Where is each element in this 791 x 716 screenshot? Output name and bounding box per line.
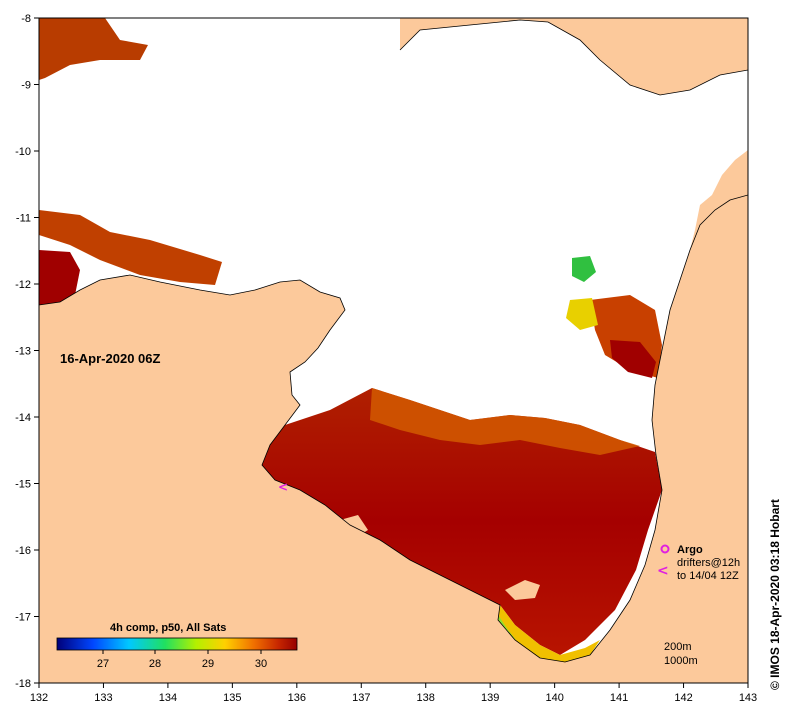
coastline: [39, 194, 748, 663]
colorbar-tick-label: 30: [255, 658, 267, 670]
sst-nw-top: [39, 18, 148, 80]
sst-east-hot: [610, 340, 656, 378]
lat-tick-label: -15: [15, 479, 31, 491]
lon-tick-label: 138: [417, 692, 435, 704]
lon-tick-label: 142: [674, 692, 692, 704]
lon-tick-label: 134: [159, 692, 177, 704]
lat-tick-label: -16: [15, 545, 31, 557]
lon-tick-label: 143: [739, 692, 757, 704]
lon-tick-label: 132: [30, 692, 48, 704]
lat-tick-label: -8: [21, 13, 31, 25]
lon-tick-label: 139: [481, 692, 499, 704]
sst-nw-mid: [39, 210, 222, 285]
lon-tick-label: 136: [288, 692, 306, 704]
longitude-axis: 132 133 134 135 136 137 138 139 140 141 142 143: [30, 683, 757, 704]
lon-tick-label: 141: [610, 692, 628, 704]
legend-drifters: drifters@12h: [677, 557, 740, 569]
legend-drifters-to: to 14/04 12Z: [677, 570, 739, 582]
lat-tick-label: -11: [16, 213, 31, 225]
colorbar-title: 4h comp, p50, All Sats: [110, 622, 226, 634]
sst-east-yellow: [566, 298, 598, 330]
lat-tick-label: -12: [15, 279, 31, 291]
sst-gulf-warm: [262, 388, 662, 655]
sst-green-blob: [572, 256, 596, 282]
sst-coastal-green: [496, 615, 516, 640]
lat-tick-label: -9: [21, 80, 31, 92]
lat-tick-label: -17: [15, 612, 31, 624]
lat-tick-label: -13: [15, 346, 31, 358]
credit: © IMOS 18-Apr-2020 03:18 Hobart: [768, 499, 782, 690]
land-arnhem: [39, 195, 748, 683]
land-cape-york: [690, 150, 748, 250]
sst-nw-hot: [39, 250, 80, 305]
lon-tick-label: 133: [94, 692, 112, 704]
lat-tick-label: -18: [15, 678, 31, 690]
coastline-north: [399, 19, 748, 96]
lat-tick-label: -10: [15, 146, 31, 158]
legend-contour-1000: 1000m: [664, 655, 698, 667]
lon-tick-label: 135: [223, 692, 241, 704]
latitude-axis: -8 -9 -10 -11 -12 -13 -14 -15 -16 -17 -18: [15, 13, 39, 690]
legend-argo: Argo: [677, 544, 703, 556]
sst-gulf-mid: [370, 388, 640, 455]
legend-contour-200: 200m: [664, 641, 692, 653]
land-new-guinea: [400, 18, 748, 95]
colorbar-tick-label: 29: [202, 658, 214, 670]
drifter-marker: <: [657, 563, 669, 579]
colorbar: [56, 637, 298, 651]
lon-tick-label: 140: [545, 692, 563, 704]
lon-tick-label: 137: [352, 692, 370, 704]
sst-coastal-yellow: [498, 605, 600, 662]
colorbar-tick-label: 28: [149, 658, 161, 670]
date-label: 16-Apr-2020 06Z: [60, 351, 160, 366]
land-island-wellesley: [505, 580, 540, 600]
colorbar-ticks: 27 28 29 30: [97, 650, 267, 670]
colorbar-tick-label: 27: [97, 658, 109, 670]
argo-marker: [660, 544, 670, 554]
lat-tick-label: -14: [15, 412, 31, 424]
drifter-track-marker: <: [278, 480, 288, 494]
